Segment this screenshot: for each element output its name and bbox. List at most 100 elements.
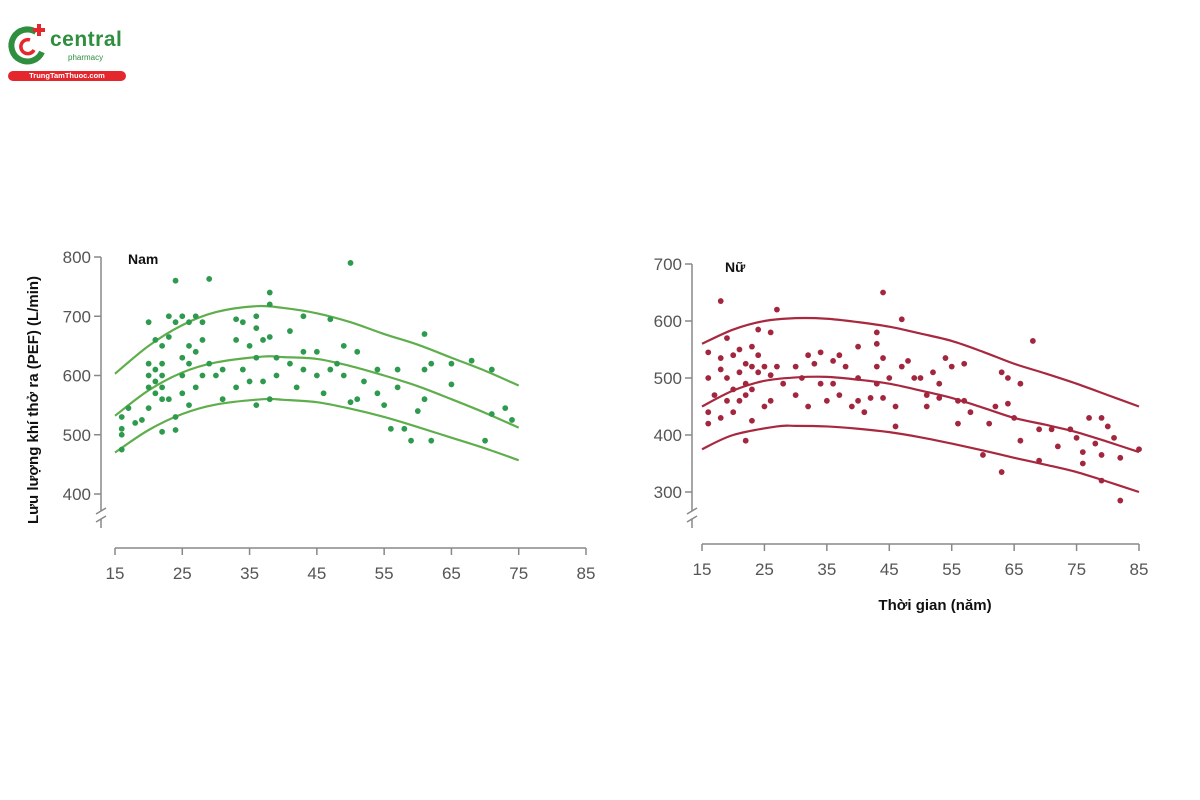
data-point — [186, 319, 192, 326]
data-point — [1111, 434, 1117, 441]
data-point — [199, 337, 206, 343]
data-point — [711, 392, 718, 398]
data-point — [774, 363, 780, 370]
data-point — [300, 366, 307, 373]
x-tick-label: 35 — [240, 564, 259, 583]
data-point — [1017, 437, 1024, 444]
data-point — [892, 423, 899, 430]
data-point — [830, 380, 836, 387]
x-axis-title: Thời gian (năm) — [878, 597, 991, 614]
data-point — [817, 349, 824, 356]
data-point — [767, 372, 774, 379]
data-point — [811, 360, 818, 367]
data-point — [961, 397, 968, 404]
data-point — [428, 360, 435, 367]
data-point — [724, 397, 730, 404]
data-point — [327, 366, 334, 373]
data-point — [199, 319, 206, 326]
data-point — [1136, 446, 1142, 453]
data-point — [761, 363, 768, 370]
data-point — [152, 378, 159, 385]
data-point — [823, 397, 830, 404]
data-point — [749, 363, 755, 370]
data-point — [1048, 426, 1055, 433]
data-point — [955, 397, 961, 404]
x-tick-label: 65 — [442, 564, 461, 583]
data-point — [923, 403, 930, 410]
data-point — [1011, 415, 1018, 421]
x-tick-label: 85 — [577, 564, 596, 583]
data-point — [724, 335, 730, 341]
data-point — [340, 342, 347, 349]
logo-mark-icon — [8, 24, 45, 65]
data-point — [179, 390, 186, 397]
data-point — [1029, 338, 1036, 344]
data-point — [998, 469, 1005, 475]
curve-median — [114, 355, 520, 429]
data-point — [1098, 477, 1105, 484]
data-point — [179, 313, 186, 320]
data-point — [836, 352, 843, 359]
data-point — [1005, 375, 1011, 381]
data-point — [755, 326, 762, 333]
data-point — [1005, 400, 1011, 407]
data-point — [253, 354, 260, 361]
axis-break-mark — [686, 507, 698, 523]
y-axis-title: Lưu lượng khí thở ra (PEF) (L/min) — [25, 276, 42, 524]
data-point — [502, 405, 509, 411]
data-point — [394, 366, 401, 373]
data-point — [374, 366, 381, 373]
y-tick-label: 300 — [654, 483, 682, 502]
data-point — [886, 375, 893, 381]
data-point — [742, 360, 749, 367]
data-point — [199, 372, 206, 379]
x-tick-label: 85 — [1130, 560, 1149, 579]
data-point — [219, 396, 226, 403]
data-point — [139, 417, 145, 423]
logo-subtitle: pharmacy — [68, 53, 104, 62]
panel-label: Nữ — [725, 259, 746, 275]
data-point — [145, 360, 152, 367]
data-point — [705, 409, 712, 416]
data-point — [1073, 434, 1080, 441]
data-point — [179, 372, 186, 379]
data-point — [159, 360, 166, 367]
data-point — [246, 342, 253, 349]
data-point — [488, 366, 495, 373]
data-point — [942, 355, 949, 361]
data-point — [287, 360, 293, 367]
data-point — [354, 396, 361, 403]
data-point — [1098, 415, 1105, 421]
x-tick-label: 65 — [1005, 560, 1024, 579]
data-point — [401, 425, 408, 432]
central-pharmacy-logo[interactable]: central pharmacy TrungTamThuoc.com — [6, 22, 130, 82]
data-point — [172, 414, 179, 420]
data-point — [1036, 457, 1043, 464]
data-point — [239, 319, 246, 326]
data-point — [774, 306, 780, 313]
data-point — [165, 313, 172, 320]
data-point — [300, 313, 307, 320]
data-point — [848, 403, 855, 410]
data-point — [742, 392, 749, 398]
data-point — [911, 375, 918, 381]
data-point — [327, 316, 334, 323]
data-point — [1079, 460, 1086, 467]
data-point — [717, 298, 724, 304]
data-point — [805, 352, 812, 359]
data-point — [253, 313, 260, 320]
data-point — [880, 355, 886, 361]
data-point — [798, 375, 805, 381]
y-tick-label: 400 — [654, 426, 682, 445]
data-point — [1086, 415, 1092, 421]
curve-upper — [701, 316, 1140, 408]
data-point — [509, 417, 515, 423]
x-tick-label: 15 — [106, 564, 125, 583]
data-point — [300, 348, 307, 355]
data-point — [118, 431, 125, 438]
data-point — [381, 402, 388, 409]
y-tick-label: 600 — [654, 312, 682, 331]
data-point — [755, 352, 762, 359]
data-point — [705, 375, 712, 381]
